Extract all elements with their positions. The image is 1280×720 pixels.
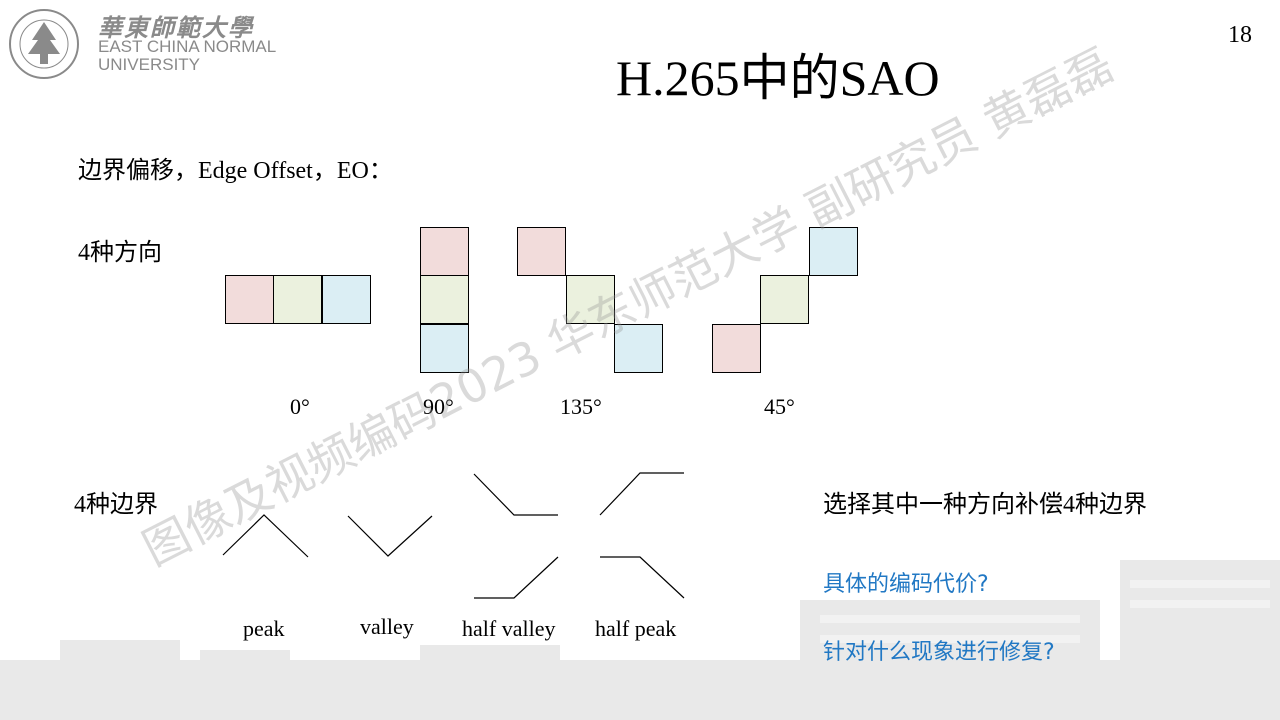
edge-label-half-valley: half valley: [462, 616, 556, 641]
angle-label-45: 45°: [764, 394, 795, 419]
half-peak-shape-lower: [600, 556, 685, 599]
valley-shape: [347, 515, 433, 557]
university-seal-icon: [9, 9, 79, 79]
half-valley-shape-lower: [474, 556, 559, 599]
slide-title: H.265中的SAO: [616, 50, 940, 106]
directions-label: 4种方向: [78, 240, 162, 266]
angle-label-0: 0°: [290, 394, 310, 419]
peak-shape: [222, 514, 309, 558]
subtitle: 边界偏移，Edge Offset，EO：: [78, 158, 393, 184]
edge-label-peak: peak: [243, 616, 285, 641]
edge-label-valley: valley: [360, 614, 414, 639]
angle-label-90: 90°: [423, 394, 454, 419]
question-cost: 具体的编码代价?: [823, 572, 989, 597]
logo-chinese-name: 華東師範大學: [98, 13, 254, 42]
page-number: 18: [1228, 22, 1252, 48]
edge-label-half-peak: half peak: [595, 616, 677, 641]
campus-background: [0, 560, 1280, 720]
note-text: 选择其中一种方向补偿4种边界: [823, 492, 1147, 518]
logo-english-name: EAST CHINA NORMAL UNIVERSITY: [98, 37, 277, 74]
question-repair: 针对什么现象进行修复?: [823, 640, 1055, 665]
edges-label: 4种边界: [74, 492, 158, 518]
half-valley-shape-upper: [473, 473, 558, 516]
edge-shapes: [222, 472, 685, 599]
angle-label-135: 135°: [560, 394, 602, 419]
half-peak-shape-upper: [599, 472, 684, 516]
